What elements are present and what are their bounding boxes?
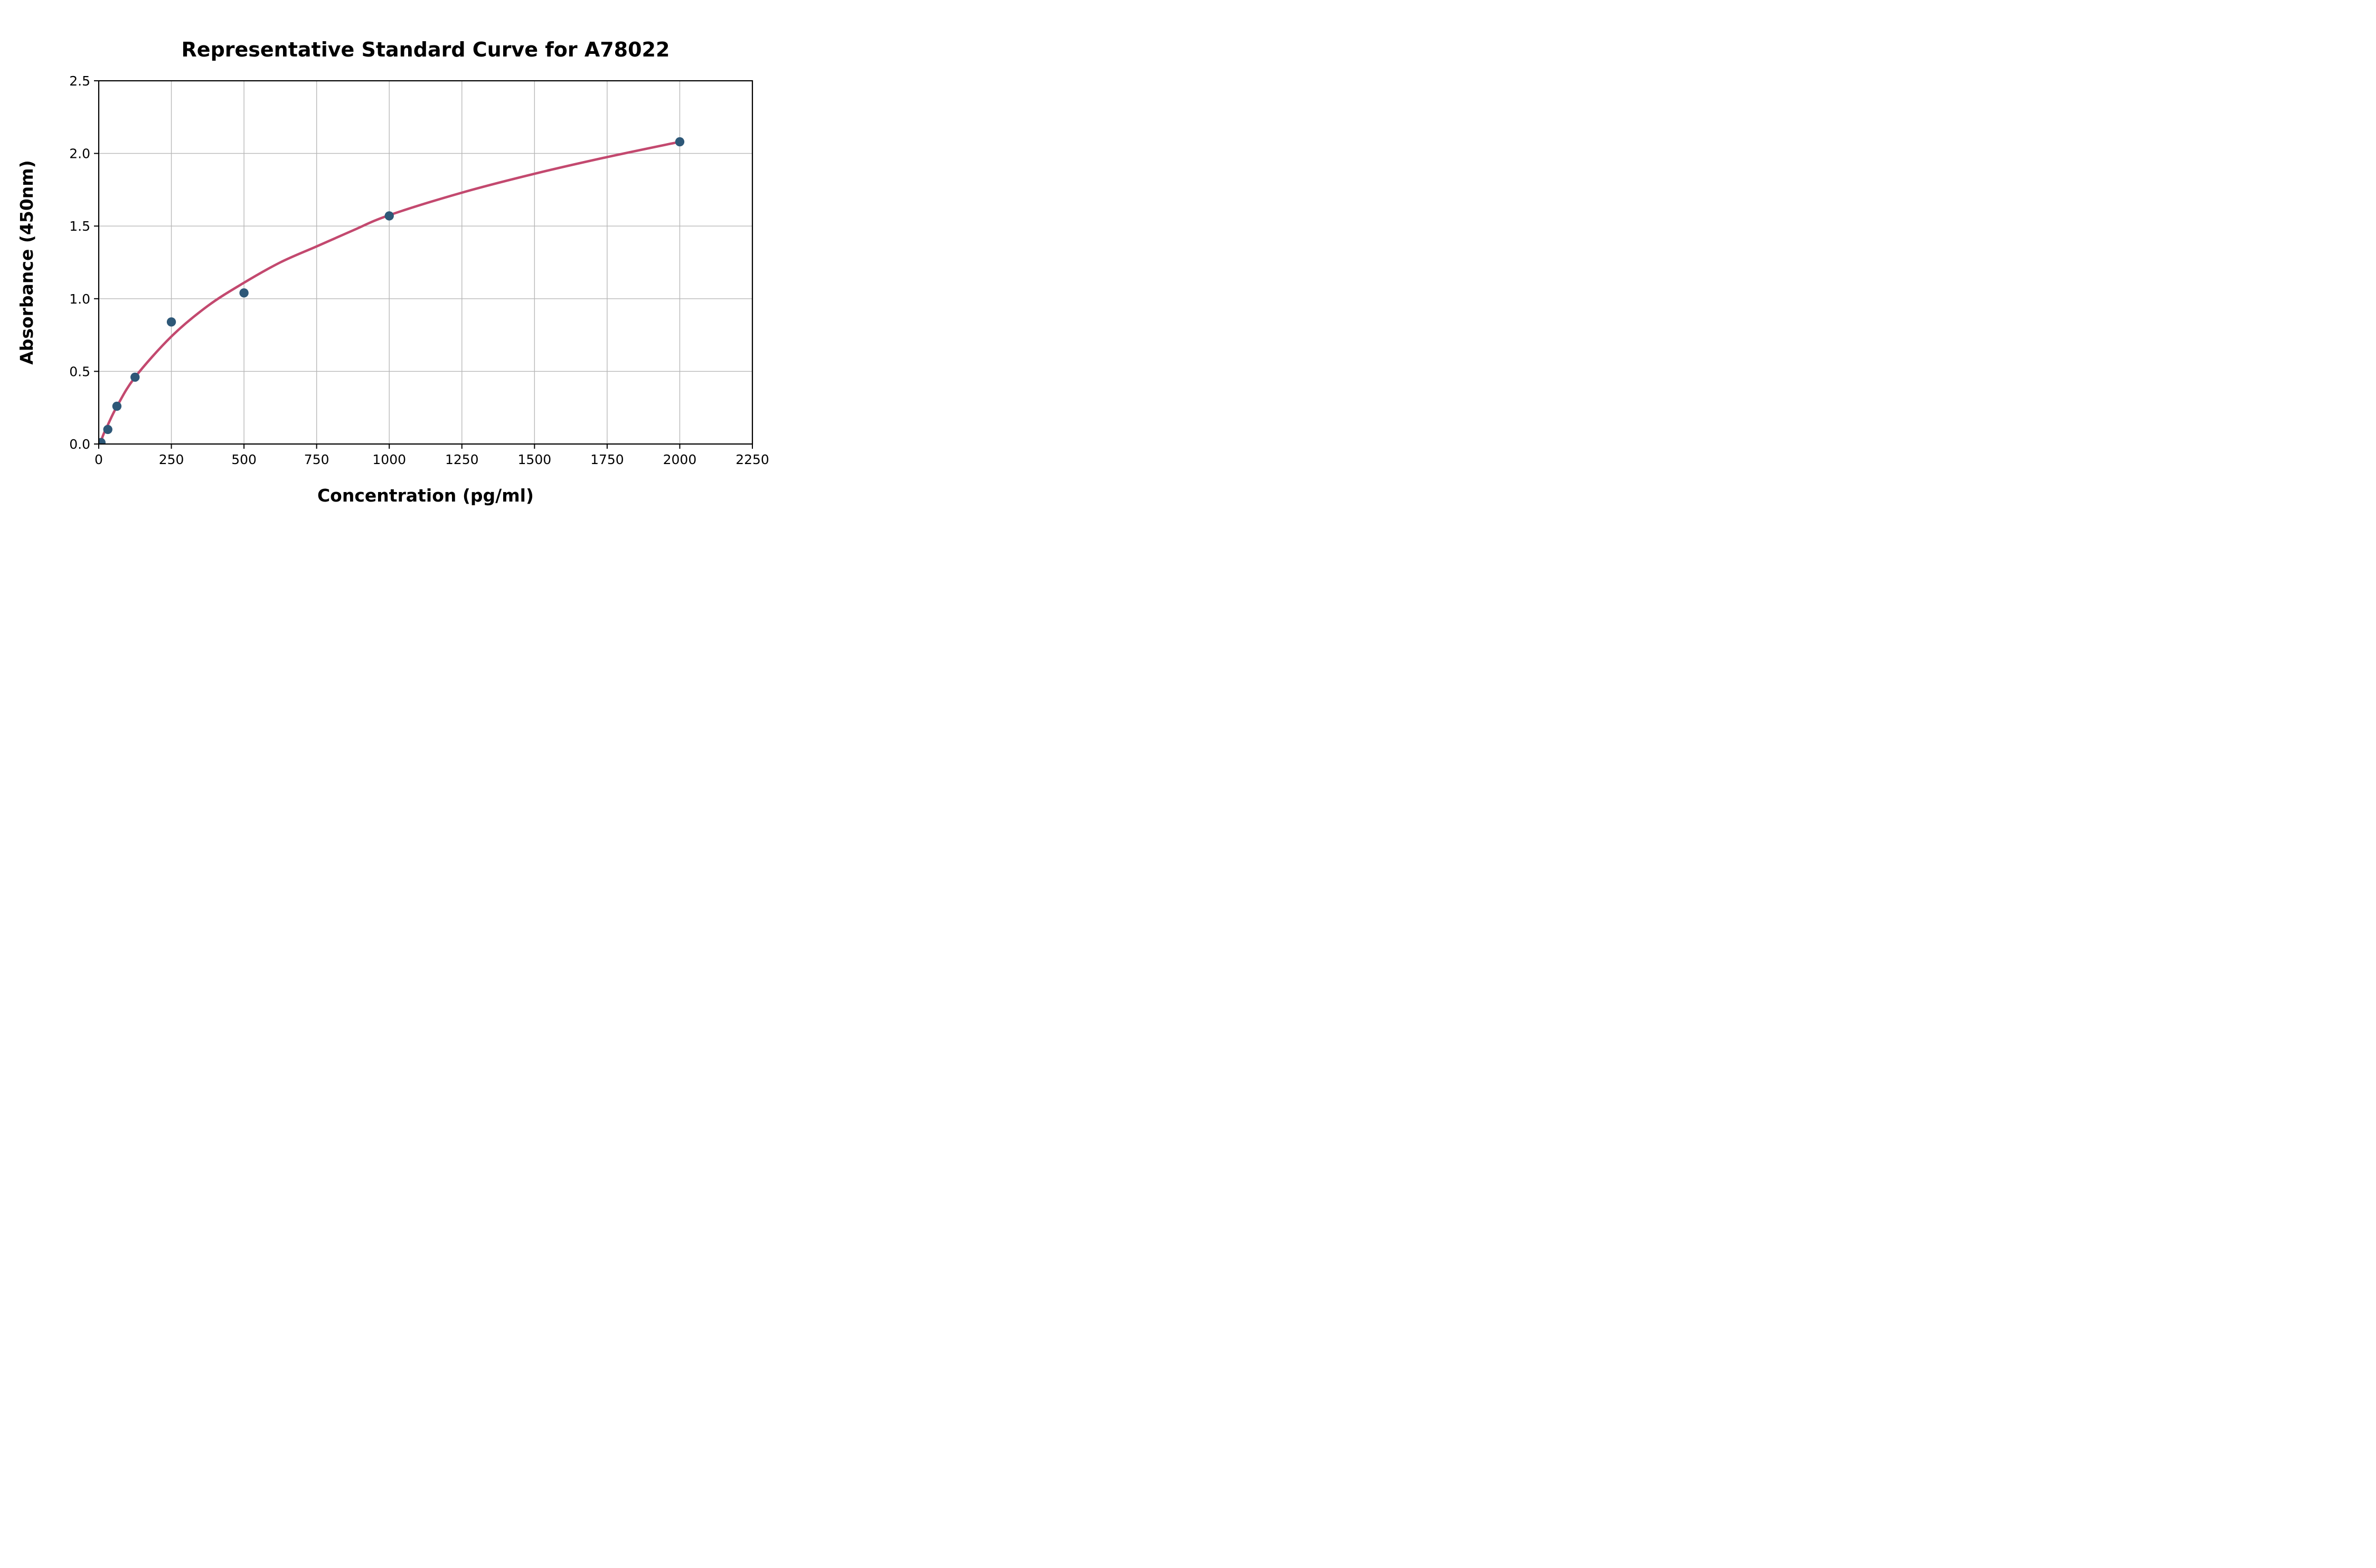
y-tick-label: 1.0 xyxy=(69,291,90,307)
tick-layer: 0 250 500 750 1000 1250 1500 1750 2000 2250 0.0 0.5… xyxy=(69,73,769,467)
x-tick-label: 1500 xyxy=(518,452,552,467)
x-tick-label: 2250 xyxy=(736,452,769,467)
axes-spine-box xyxy=(98,80,753,445)
plot-area xyxy=(99,81,752,444)
y-tick-label: 1.5 xyxy=(69,219,90,234)
y-tick-label: 2.0 xyxy=(69,146,90,162)
x-tick-label: 1750 xyxy=(590,452,624,467)
data-point xyxy=(166,317,176,327)
x-tick-label: 1250 xyxy=(445,452,479,467)
data-point xyxy=(384,211,394,221)
data-point xyxy=(112,401,122,411)
y-tick-label: 0.0 xyxy=(69,437,90,452)
x-tick-label: 1000 xyxy=(372,452,406,467)
x-tick-label: 750 xyxy=(304,452,329,467)
x-axis-label: Concentration (pg/ml) xyxy=(317,485,534,506)
y-axis-label: Absorbance (450nm) xyxy=(16,160,37,365)
y-tick-label: 0.5 xyxy=(69,364,90,379)
data-point xyxy=(130,372,140,382)
x-tick-label: 500 xyxy=(231,452,257,467)
gridline-layer xyxy=(99,81,752,444)
x-tick-label: 0 xyxy=(95,452,103,467)
data-point xyxy=(675,137,685,147)
chart-svg: 0 250 500 750 1000 1250 1500 1750 2000 2250 0.0 0.5… xyxy=(16,38,769,506)
figure-canvas: 0 250 500 750 1000 1250 1500 1750 2000 2250 0.0 0.5… xyxy=(0,0,792,523)
x-tick-label: 2000 xyxy=(663,452,697,467)
data-point xyxy=(239,288,249,298)
x-tick-label: 250 xyxy=(159,452,184,467)
chart-title: Representative Standard Curve for A78022 xyxy=(182,38,670,61)
data-point xyxy=(103,424,112,434)
y-tick-label: 2.5 xyxy=(69,73,90,89)
data-point xyxy=(99,438,106,444)
data-point-layer xyxy=(99,137,685,444)
